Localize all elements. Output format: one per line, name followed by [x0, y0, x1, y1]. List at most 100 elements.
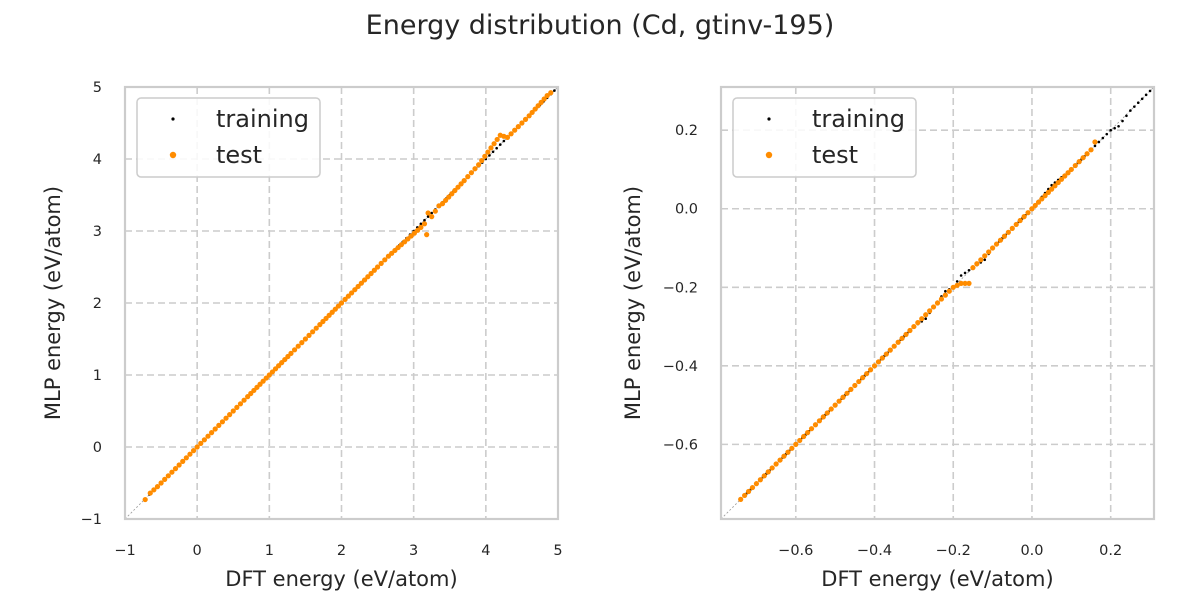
x-tick-label: 3 — [409, 543, 418, 559]
training-point — [1136, 101, 1140, 105]
test-point — [757, 477, 763, 483]
test-point — [529, 109, 535, 116]
y-tick-label: −1 — [81, 512, 102, 528]
test-point — [418, 224, 424, 230]
test-point — [848, 386, 854, 392]
test-point — [915, 320, 921, 326]
x-tick-label: 5 — [553, 543, 562, 559]
training-point — [419, 222, 423, 226]
test-legend-marker — [169, 151, 177, 159]
test-point — [535, 103, 541, 109]
test-point — [310, 329, 316, 335]
x-tick-label: −1 — [114, 543, 135, 559]
test-point — [982, 253, 988, 259]
test-point — [899, 335, 905, 341]
test-point — [1009, 225, 1015, 231]
x-tick-label: 1 — [265, 543, 274, 559]
test-point — [777, 457, 783, 463]
training-point — [1093, 144, 1097, 148]
test-point — [476, 162, 482, 168]
test-point — [808, 426, 815, 432]
training-point — [1148, 89, 1152, 93]
training-point — [430, 211, 434, 215]
test-point — [887, 347, 893, 353]
test-point — [461, 178, 467, 184]
test-point — [1058, 176, 1065, 182]
test-point — [165, 473, 171, 479]
test-point — [449, 191, 455, 197]
test-point — [927, 308, 933, 314]
x-tick-label: 2 — [337, 543, 346, 559]
test-point — [824, 410, 830, 416]
test-point — [765, 469, 771, 475]
test-point — [801, 433, 807, 440]
test-point — [439, 201, 446, 207]
test-point — [1076, 159, 1082, 165]
test-point — [1072, 162, 1078, 169]
figure-title: Energy distribution (Cd, gtinv-195) — [366, 10, 835, 41]
test-point — [361, 277, 368, 283]
test-point — [828, 406, 834, 412]
test-point — [378, 260, 384, 266]
test-point — [1045, 189, 1051, 195]
training-point — [1133, 105, 1136, 108]
test-point — [237, 401, 244, 407]
training-point — [963, 271, 967, 275]
test-point — [1005, 229, 1011, 235]
test-point — [291, 347, 298, 353]
training-point — [1053, 181, 1057, 184]
training-point — [1050, 183, 1053, 187]
y-tick-label: 2 — [93, 296, 102, 312]
test-point — [745, 488, 752, 495]
training-legend-marker — [767, 117, 771, 121]
test-point — [176, 462, 182, 468]
test-point — [368, 270, 374, 277]
y-tick-label: 1 — [93, 368, 102, 384]
y-tick-label: 0 — [93, 440, 102, 456]
legend-box — [136, 97, 321, 178]
training-point — [426, 215, 430, 218]
test-point — [443, 197, 449, 203]
plot-frame — [719, 85, 1156, 521]
test-point — [468, 170, 474, 176]
test-point — [879, 355, 885, 361]
training-point — [1105, 132, 1109, 136]
test-point — [974, 261, 980, 267]
y-tick-label: 5 — [93, 80, 102, 96]
test-point — [1052, 183, 1058, 189]
test-point — [223, 415, 229, 421]
training-point — [1140, 97, 1144, 101]
test-point — [313, 325, 319, 331]
test-point — [1001, 233, 1008, 239]
training-legend-label: training — [812, 105, 905, 133]
test-point — [295, 343, 301, 349]
test-point — [515, 124, 521, 130]
test-point — [1088, 147, 1094, 153]
test-point — [194, 444, 200, 450]
right-scatter-panel: −0.6 −0.4 −0.2 0.0 0.2 −0.6 −0.4 −0.2 0.0 0.2 DFT … — [621, 85, 1156, 591]
training-point — [959, 274, 963, 277]
test-point — [147, 490, 153, 496]
training-point — [498, 143, 502, 146]
test-point — [424, 232, 430, 238]
test-point — [512, 127, 518, 133]
test-point — [883, 351, 889, 357]
test-point — [365, 274, 371, 280]
test-point — [151, 487, 157, 493]
test-point — [962, 280, 968, 286]
training-point — [1113, 126, 1116, 130]
test-point — [429, 214, 435, 220]
test-point — [911, 323, 917, 330]
training-point — [502, 139, 506, 143]
test-point — [875, 359, 882, 365]
test-point — [201, 437, 207, 443]
test-point — [970, 265, 976, 271]
legend: training test — [732, 97, 917, 178]
x-tick-label: −0.2 — [936, 543, 971, 559]
test-point — [832, 402, 838, 408]
test-point — [1055, 179, 1061, 186]
training-point — [488, 154, 491, 157]
test-point — [997, 237, 1004, 243]
training-point — [423, 218, 426, 222]
